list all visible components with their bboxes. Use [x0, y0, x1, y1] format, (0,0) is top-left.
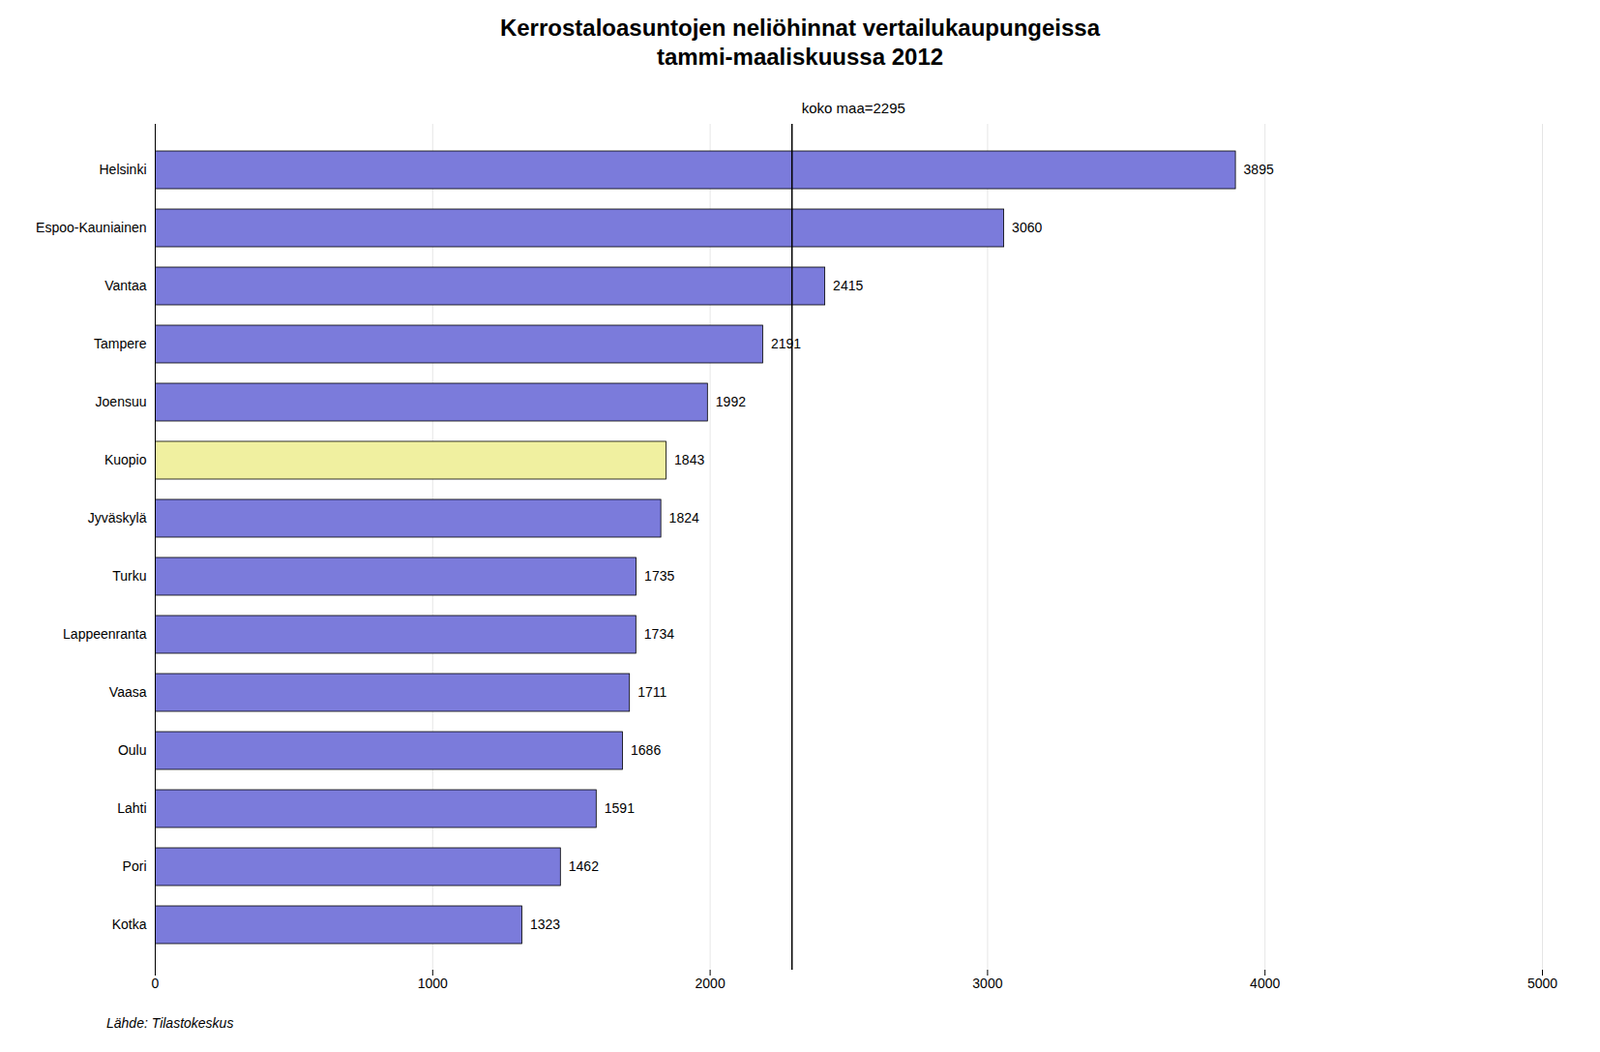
svg-text:Oulu: Oulu — [118, 741, 148, 758]
svg-text:0: 0 — [151, 975, 160, 991]
html-text:Lähde: Tilastokeskus: Lähde: Tilastokeskus — [106, 1014, 234, 1031]
svg-text:3000: 3000 — [972, 975, 1003, 991]
svg-text:Lappeenranta: Lappeenranta — [62, 625, 148, 642]
svg-text:Jyväskylä: Jyväskylä — [88, 509, 148, 526]
svg-text:1000: 1000 — [417, 975, 448, 991]
svg-text:3060: 3060 — [1011, 219, 1042, 236]
svg-text:1462: 1462 — [568, 858, 599, 874]
svg-text:1323: 1323 — [530, 916, 561, 932]
svg-text:Espoo-Kauniainen: Espoo-Kauniainen — [35, 219, 147, 236]
svg-text:1711: 1711 — [637, 683, 667, 700]
svg-text:1992: 1992 — [715, 393, 746, 410]
svg-text:2000: 2000 — [695, 975, 726, 991]
svg-text:Pori: Pori — [122, 858, 148, 874]
svg-text:1824: 1824 — [669, 509, 700, 526]
svg-text:1686: 1686 — [630, 741, 661, 758]
svg-text:Kotka: Kotka — [112, 916, 148, 932]
svg-text:4000: 4000 — [1249, 975, 1280, 991]
svg-text:Lahti: Lahti — [117, 800, 147, 816]
svg-text:2191: 2191 — [770, 335, 801, 352]
svg-text:Vaasa: Vaasa — [109, 683, 148, 700]
svg-text:Helsinki: Helsinki — [98, 161, 147, 178]
svg-text:5000: 5000 — [1527, 975, 1558, 991]
svg-text:koko maa=2295: koko maa=2295 — [801, 99, 906, 117]
svg-text:1591: 1591 — [604, 800, 635, 816]
svg-text:2415: 2415 — [832, 277, 863, 294]
svg-text:Joensuu: Joensuu — [95, 393, 148, 410]
svg-text:Turku: Turku — [112, 567, 147, 584]
svg-text:1734: 1734 — [644, 625, 675, 642]
svg-text:Tampere: Tampere — [93, 335, 148, 352]
svg-text:Vantaa: Vantaa — [104, 277, 148, 294]
svg-text:3895: 3895 — [1244, 161, 1275, 178]
svg-text:1735: 1735 — [644, 567, 675, 584]
html-text:Kerrostaloasuntojen neliöhinna: Kerrostaloasuntojen neliöhinnat vertailu… — [500, 14, 1100, 70]
svg-text:Kuopio: Kuopio — [104, 451, 148, 468]
svg-text:1843: 1843 — [674, 451, 705, 468]
